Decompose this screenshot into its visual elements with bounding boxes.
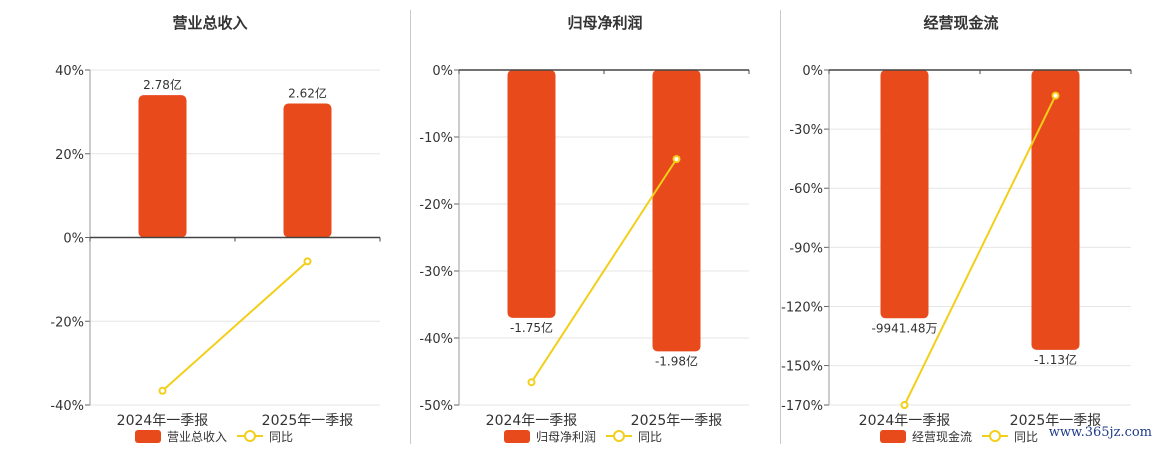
yoy-line — [530, 158, 678, 383]
bar-data-label: 2.78亿 — [143, 77, 182, 92]
y-tick-label: 0% — [802, 64, 823, 79]
x-category-label: 2025年一季报 — [1010, 413, 1102, 429]
y-tick-label: -40% — [50, 399, 84, 414]
chart-title: 归母净利润 — [567, 14, 642, 32]
chart-operating-revenue: 营业总收入 40% 20% 0% -20% -40% 2.78亿 2.62亿 2024年一季报 2… — [50, 14, 381, 444]
y-tick-label: 20% — [55, 148, 84, 163]
yoy-point[interactable] — [672, 155, 681, 164]
x-category-label: 2024年一季报 — [486, 413, 578, 429]
bar[interactable] — [138, 95, 187, 238]
panel-divider-1 — [410, 10, 411, 444]
legend-line-label[interactable]: 同比 — [1014, 430, 1038, 444]
legend-bar-label[interactable]: 营业总收入 — [167, 430, 227, 444]
y-tick-label: -20% — [50, 315, 84, 330]
bar[interactable] — [880, 70, 929, 319]
yoy-point[interactable] — [527, 378, 536, 387]
y-tick-label: -60% — [789, 182, 823, 197]
y-tick-label: -90% — [789, 241, 823, 256]
y-tick-label: -30% — [419, 265, 453, 280]
watermark-text: www.365jz.com — [1048, 425, 1152, 440]
chart-title: 营业总收入 — [172, 14, 247, 32]
y-tick-label: 0% — [63, 232, 84, 247]
x-category-label: 2024年一季报 — [117, 413, 209, 429]
legend-line-marker[interactable] — [989, 430, 1001, 442]
y-tick-label: -150% — [781, 360, 823, 375]
bar[interactable] — [1031, 70, 1080, 350]
legend-bar-label[interactable]: 经营现金流 — [912, 429, 972, 444]
yoy-line — [161, 260, 309, 392]
bar[interactable] — [507, 70, 556, 318]
x-category-label: 2025年一季报 — [631, 413, 723, 429]
y-tick-label: -50% — [419, 399, 453, 414]
chart-title: 经营现金流 — [923, 14, 998, 32]
legend-line-marker[interactable] — [244, 430, 256, 442]
bar-data-label: -1.98亿 — [655, 353, 698, 368]
yoy-point[interactable] — [900, 401, 909, 409]
yoy-point[interactable] — [1051, 91, 1060, 100]
yoy-point[interactable] — [158, 386, 167, 395]
y-tick-label: -10% — [419, 131, 453, 146]
bar[interactable] — [652, 70, 701, 352]
x-category-label: 2024年一季报 — [859, 413, 951, 429]
yoy-line — [903, 95, 1057, 406]
y-tick-label: -120% — [781, 300, 823, 315]
legend-line-label[interactable]: 同比 — [269, 430, 293, 444]
bar[interactable] — [283, 103, 332, 238]
legend-bar-swatch[interactable] — [135, 430, 161, 443]
y-tick-label: -40% — [419, 332, 453, 347]
bar-data-label: -9941.48万 — [872, 321, 938, 335]
chart-net-profit: 归母净利润 0% -10% -20% -30% -40% -50% -1.75亿 -1.98亿 2… — [419, 14, 750, 444]
legend-line-marker[interactable] — [613, 430, 625, 442]
y-tick-label: -20% — [419, 198, 453, 213]
y-tick-label: 40% — [55, 64, 84, 79]
chart-operating-cashflow: 经营现金流 0% -30% -60% -90% -120% -150% -170% -9941.… — [781, 14, 1132, 444]
legend-bar-label[interactable]: 归母净利润 — [536, 430, 596, 444]
yoy-point[interactable] — [303, 257, 312, 266]
bar-data-label: -1.75亿 — [510, 320, 553, 335]
panel-divider-2 — [780, 10, 781, 444]
legend-line-label[interactable]: 同比 — [638, 430, 662, 444]
x-category-label: 2025年一季报 — [262, 413, 354, 429]
legend-bar-swatch[interactable] — [880, 430, 906, 443]
y-tick-label: -170% — [781, 399, 823, 414]
y-tick-label: 0% — [432, 64, 453, 79]
bar-data-label: -1.13亿 — [1034, 352, 1077, 367]
legend-bar-swatch[interactable] — [504, 430, 530, 443]
bar-data-label: 2.62亿 — [288, 86, 327, 101]
y-tick-label: -30% — [789, 123, 823, 138]
